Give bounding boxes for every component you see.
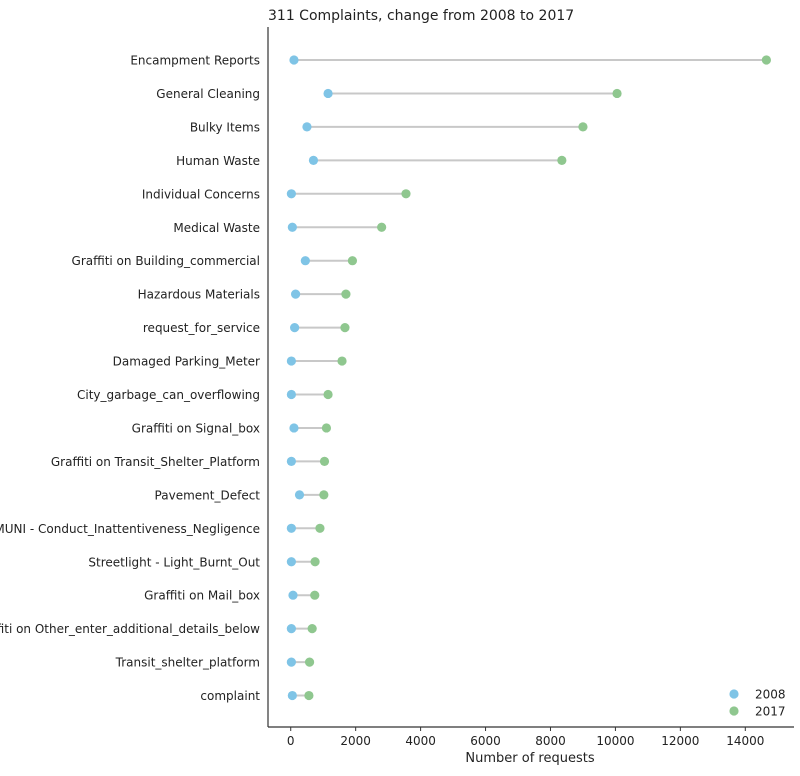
point-2008 [287,690,297,701]
legend-label: 2008 [755,688,786,702]
x-tick-label: 14000 [726,734,764,748]
legend: 2008 2017 [729,688,786,719]
point-2017 [578,122,588,132]
x-tick-label: 10000 [596,734,634,748]
point-2008 [294,490,305,500]
point-2008 [308,155,319,165]
y-tick-label: Graffiti on Mail_box [144,589,260,603]
point-2017 [304,690,314,701]
point-2017 [321,423,332,433]
point-2017 [319,456,330,466]
point-2008 [288,590,298,600]
point-2017 [340,323,350,333]
y-tick-label: Human Waste [176,154,260,168]
point-2017 [557,155,567,165]
point-2008 [286,456,296,466]
y-tick-labels: Encampment Reports General Cleaning Bulky … [0,54,260,704]
y-tick-label: Transit_shelter_platform [115,656,260,670]
point-2008 [290,289,301,299]
y-tick-label: Damaged Parking_Meter [113,355,260,369]
x-axis-label: Number of requests [465,751,594,766]
point-2008 [302,122,312,132]
legend-label: 2017 [755,705,786,719]
x-tick-label: 6000 [470,734,501,748]
point-2017 [310,557,320,567]
point-2008 [286,523,296,533]
y-tick-label: Graffiti on Building_commercial [72,254,260,268]
point-2008 [286,356,296,366]
x-tick-label: 8000 [535,734,566,748]
y-tick-label: complaint [200,689,260,703]
y-tick-label: Graffiti on Transit_Shelter_Platform [51,455,260,469]
point-2017 [319,490,329,500]
point-2017 [377,222,387,232]
y-tick-label: Graffiti on Signal_box [132,421,260,435]
y-tick-label: Encampment Reports [130,54,260,68]
x-tick-labels: 0 2000 4000 6000 8000 10000 12000 14000 [287,727,764,748]
point-2017 [310,590,320,600]
y-tick-label: City_garbage_can_overflowing [77,388,260,402]
y-tick-label: General Cleaning [156,87,260,101]
point-2017 [315,523,325,533]
point-2008 [287,222,297,232]
y-tick-label: Graffiti on Other_enter_additional_detai… [0,622,260,636]
point-2008 [289,423,299,433]
y-tick-label: Hazardous Materials [138,288,260,302]
point-2017 [401,189,411,199]
legend-marker [729,706,739,716]
y-tick-label: Individual Concerns [142,187,260,201]
point-2008 [300,256,310,266]
plot-area [286,55,772,701]
y-tick-label: Pavement_Defect [155,488,261,502]
point-2017 [323,389,333,400]
legend-marker [729,689,739,699]
point-2017 [347,256,358,266]
chart-title: 311 Complaints, change from 2008 to 2017 [268,8,574,24]
point-2008 [323,88,333,99]
y-tick-label: Bulky Items [190,120,260,134]
y-tick-label: Streetlight - Light_Burnt_Out [88,555,260,569]
point-2008 [289,55,299,65]
point-2017 [337,356,347,366]
x-tick-label: 12000 [661,734,699,748]
point-2017 [761,55,772,65]
y-tick-label: request_for_service [143,321,260,335]
y-tick-label: MUNI - Conduct_Inattentiveness_Negligenc… [0,522,260,536]
point-2008 [290,323,300,333]
point-2008 [286,557,296,567]
point-2008 [286,189,296,199]
point-2017 [612,88,622,99]
point-2008 [286,657,296,667]
y-tick-label: Medical Waste [173,221,260,235]
point-2008 [286,389,296,400]
point-2017 [307,624,317,634]
point-2008 [286,624,296,634]
x-tick-label: 4000 [405,734,436,748]
x-tick-label: 0 [287,734,295,748]
x-tick-label: 2000 [340,734,371,748]
point-2017 [341,289,351,299]
point-2017 [304,657,315,667]
